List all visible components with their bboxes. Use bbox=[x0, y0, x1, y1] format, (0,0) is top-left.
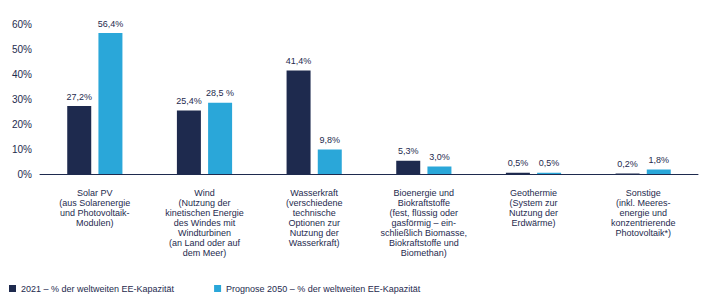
svg-text:Biokraftstoffe: Biokraftstoffe bbox=[398, 198, 450, 208]
svg-text:41,4%: 41,4% bbox=[286, 56, 312, 66]
svg-text:Biomethan): Biomethan) bbox=[401, 248, 447, 258]
svg-text:energie und: energie und bbox=[619, 208, 667, 218]
svg-text:Wasserkraft): Wasserkraft) bbox=[289, 238, 340, 248]
svg-text:(System zur: (System zur bbox=[509, 198, 557, 208]
svg-text:(verschiedene: (verschiedene bbox=[286, 198, 343, 208]
svg-text:9,8%: 9,8% bbox=[320, 135, 341, 145]
svg-text:schließlich Biomasse,: schließlich Biomasse, bbox=[381, 228, 468, 238]
svg-text:0,5%: 0,5% bbox=[508, 158, 529, 168]
svg-text:(inkl. Meeres-: (inkl. Meeres- bbox=[616, 198, 671, 208]
svg-text:3,0%: 3,0% bbox=[429, 152, 450, 162]
svg-text:Sonstige: Sonstige bbox=[626, 188, 661, 198]
svg-text:(an Land oder auf: (an Land oder auf bbox=[169, 238, 241, 248]
svg-text:Bioenergie und: Bioenergie und bbox=[394, 188, 455, 198]
svg-text:28,5 %: 28,5 % bbox=[206, 88, 234, 98]
svg-text:konzentrierende: konzentrierende bbox=[611, 218, 676, 228]
svg-text:technische: technische bbox=[293, 208, 336, 218]
svg-text:und Photovoltaik-: und Photovoltaik- bbox=[60, 208, 130, 218]
svg-text:0%: 0% bbox=[18, 169, 33, 180]
svg-text:Windturbinen: Windturbinen bbox=[178, 228, 231, 238]
svg-text:30%: 30% bbox=[12, 94, 32, 105]
svg-text:des Windes mit: des Windes mit bbox=[174, 218, 236, 228]
svg-text:56,4%: 56,4% bbox=[98, 19, 124, 29]
svg-text:dem Meer): dem Meer) bbox=[183, 248, 227, 258]
svg-text:Erdwärme): Erdwärme) bbox=[511, 218, 555, 228]
svg-text:2021 – % der weltweiten EE-Kap: 2021 – % der weltweiten EE-Kapazität bbox=[21, 284, 175, 294]
svg-text:Wind: Wind bbox=[194, 188, 215, 198]
svg-text:Wasserkraft: Wasserkraft bbox=[290, 188, 338, 198]
svg-text:50%: 50% bbox=[12, 44, 32, 55]
svg-text:Solar PV: Solar PV bbox=[77, 188, 113, 198]
svg-text:(Nutzung der: (Nutzung der bbox=[178, 198, 230, 208]
svg-text:Biokraftstoffe und: Biokraftstoffe und bbox=[389, 238, 459, 248]
svg-text:Optionen zur: Optionen zur bbox=[288, 218, 340, 228]
svg-text:Prognose 2050 – % der weltweit: Prognose 2050 – % der weltweiten EE-Kapa… bbox=[226, 284, 421, 294]
svg-text:0,2%: 0,2% bbox=[617, 159, 638, 169]
svg-text:Photovoltaik*): Photovoltaik*) bbox=[615, 228, 671, 238]
svg-text:25,4%: 25,4% bbox=[176, 96, 202, 106]
svg-text:Nutzung der: Nutzung der bbox=[290, 228, 339, 238]
svg-text:40%: 40% bbox=[12, 69, 32, 80]
svg-text:Nutzung der: Nutzung der bbox=[509, 208, 558, 218]
svg-text:(aus Solarenergie: (aus Solarenergie bbox=[59, 198, 130, 208]
svg-text:20%: 20% bbox=[12, 119, 32, 130]
svg-text:gasförmig – ein-: gasförmig – ein- bbox=[392, 218, 457, 228]
svg-text:(fest, flüssig oder: (fest, flüssig oder bbox=[390, 208, 459, 218]
svg-text:Modulen): Modulen) bbox=[76, 218, 114, 228]
svg-text:kinetischen Energie: kinetischen Energie bbox=[165, 208, 244, 218]
svg-text:Geothermie: Geothermie bbox=[510, 188, 557, 198]
svg-text:5,3%: 5,3% bbox=[398, 146, 419, 156]
svg-text:1,8%: 1,8% bbox=[649, 155, 670, 165]
svg-text:60%: 60% bbox=[12, 19, 32, 30]
svg-text:27,2%: 27,2% bbox=[66, 92, 92, 102]
svg-text:0,5%: 0,5% bbox=[539, 158, 560, 168]
svg-text:10%: 10% bbox=[12, 144, 32, 155]
